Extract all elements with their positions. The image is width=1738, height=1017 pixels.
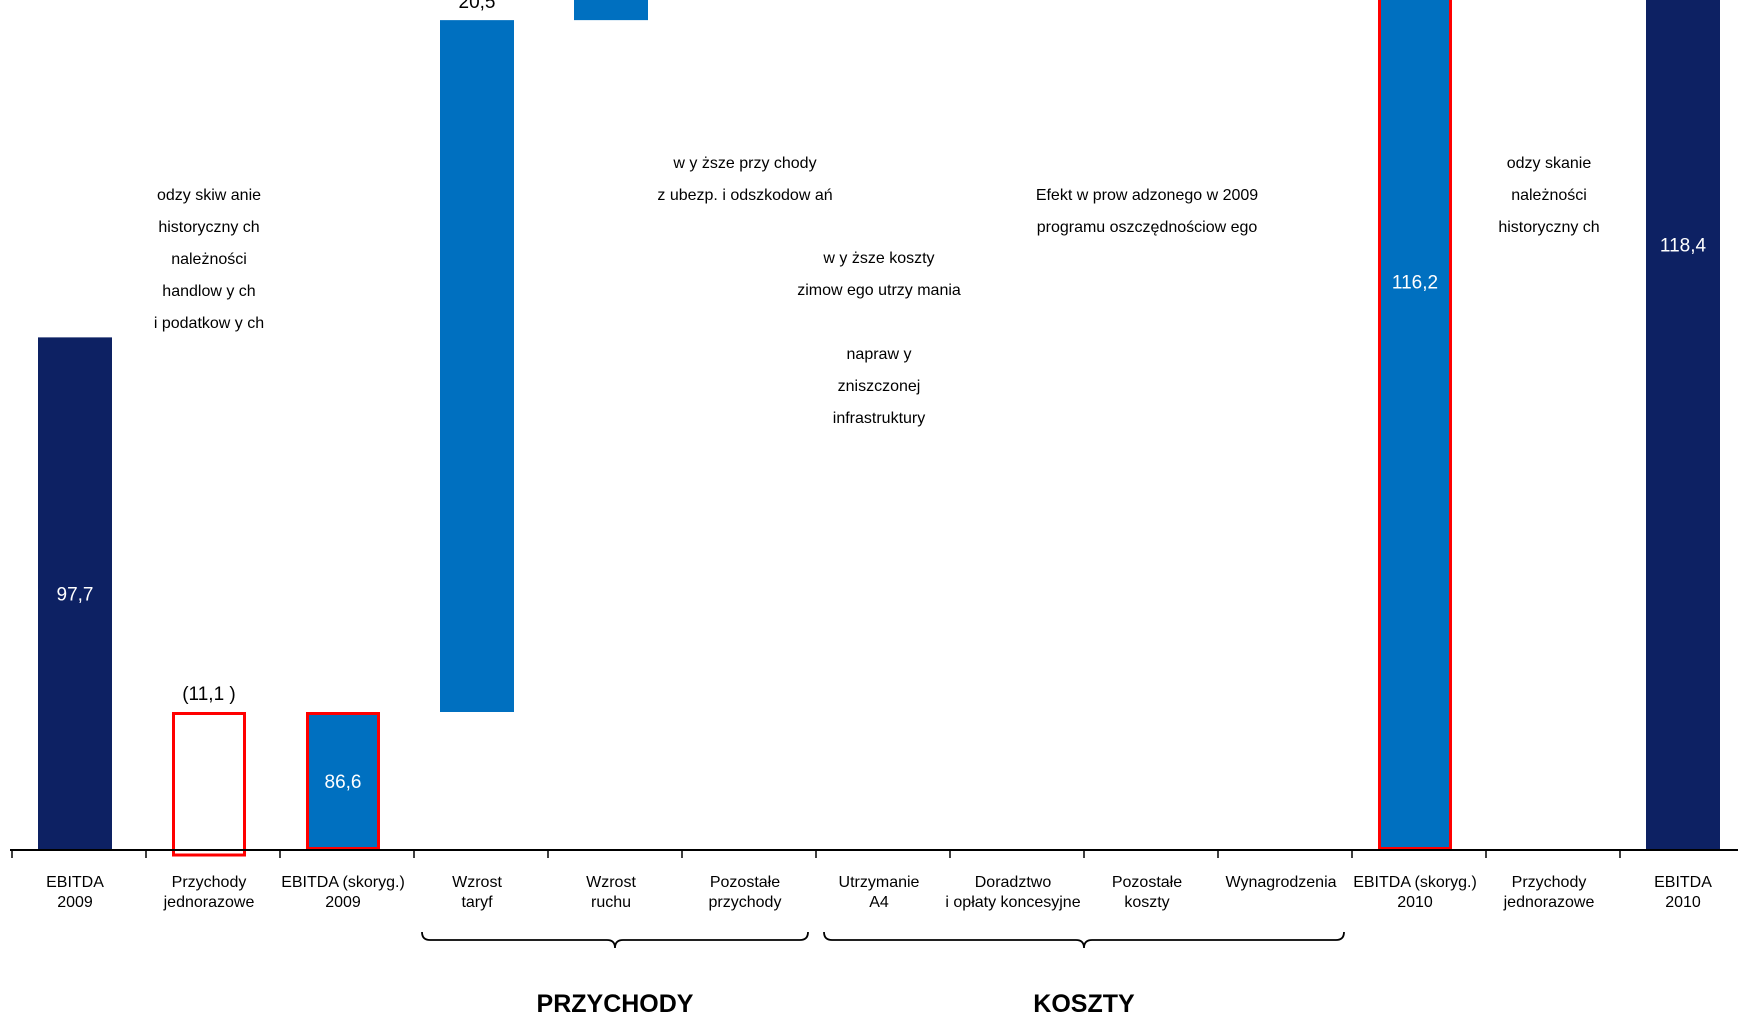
annotation-oneoff2010-0: odzy skanie — [1507, 155, 1592, 172]
bar-ebitda2009 — [38, 337, 112, 850]
category-label-adj2009-1: 2009 — [325, 894, 361, 911]
category-label-traffic-0: Wzrost — [586, 874, 636, 891]
category-label-oneoff2010-1: jednorazowe — [1503, 894, 1595, 911]
category-labels-layer: EBITDA 2009 Przychody jednorazowe EBITDA (sk… — [46, 874, 1712, 911]
category-label-a4-1: A4 — [869, 894, 889, 911]
annotation-a4-1: zimow ego utrzy mania — [797, 282, 961, 299]
annotation-a4-0: w y ższe koszty — [822, 250, 934, 267]
category-label-ebitda2009-1: 2009 — [57, 894, 93, 911]
bar-oneoff2009 — [172, 712, 246, 857]
value-label-adj2010: 116,2 — [1392, 273, 1438, 294]
annotation-oneoff2009-0: odzy skiw anie — [157, 187, 261, 204]
annotation-oneoff2010-1: należności — [1511, 187, 1587, 204]
category-label-ebitda2010-1: 2010 — [1665, 894, 1701, 911]
category-label-oneoff2010-0: Przychody — [1512, 874, 1587, 891]
annotation-othercost-0: Efekt w prow adzonego w 2009 — [1036, 187, 1258, 204]
category-label-a4-0: Utrzymanie — [839, 874, 920, 891]
group-label-1: KOSZTY — [1033, 990, 1135, 1017]
value-label-ebitda2009: 97,7 — [57, 585, 94, 606]
value-label-tariffs: 20,5 — [459, 0, 496, 13]
category-label-othercost-1: koszty — [1124, 894, 1169, 911]
group-label-0: PRZYCHODY — [537, 990, 694, 1017]
bar-ebitda2010 — [1646, 0, 1720, 850]
annotation-oneoff2009-4: i podatkow y ch — [154, 315, 264, 332]
bar-traffic — [574, 0, 648, 21]
annotation-otherrev-0: w y ższe przy chody — [672, 155, 816, 172]
category-label-traffic-1: ruchu — [591, 894, 631, 911]
annotation-othercost-1: programu oszczędnościow ego — [1037, 219, 1258, 236]
category-label-wages-0: Wynagrodzenia — [1225, 874, 1336, 891]
category-label-oneoff2009-1: jednorazowe — [163, 894, 255, 911]
x-axis — [10, 849, 1738, 858]
category-label-advisory-1: i opłaty koncesyjne — [945, 894, 1080, 911]
annotations-layer: odzy skiw anie historyczny ch należności ha… — [154, 155, 1600, 427]
annotation-a4-4: zniszczonej — [838, 378, 921, 395]
category-label-adj2010-1: 2010 — [1397, 894, 1433, 911]
category-label-othercost-0: Pozostałe — [1112, 874, 1182, 891]
category-label-tariffs-1: taryf — [461, 894, 493, 911]
value-label-adj2009: 86,6 — [325, 772, 362, 793]
annotation-oneoff2009-3: handlow y ch — [162, 283, 255, 300]
annotation-a4-5: infrastruktury — [833, 410, 925, 427]
annotation-oneoff2009-1: historyczny ch — [158, 219, 259, 236]
category-label-adj2009-0: EBITDA (skoryg.) — [281, 874, 405, 891]
group-bracket-1 — [823, 931, 1345, 949]
bar-adj2010 — [1378, 0, 1452, 850]
group-bracket-0 — [421, 931, 809, 949]
category-label-tariffs-0: Wzrost — [452, 874, 502, 891]
category-label-advisory-0: Doradztwo — [975, 874, 1052, 891]
bar-adj2009 — [306, 712, 380, 850]
category-label-adj2010-0: EBITDA (skoryg.) — [1353, 874, 1477, 891]
annotation-oneoff2009-2: należności — [171, 251, 247, 268]
bar-tariffs — [440, 20, 514, 712]
category-label-ebitda2010-0: EBITDA — [1654, 874, 1712, 891]
annotation-oneoff2010-2: historyczny ch — [1498, 219, 1599, 236]
group-brackets-layer: PRZYCHODY KOSZTY — [421, 931, 1345, 1017]
annotation-otherrev-1: z ubezp. i odszkodow ań — [657, 187, 832, 204]
bars-layer — [38, 0, 1720, 857]
value-labels-layer: 97,7(11,1 )86,620,56,42,0(1,7 )1,10,60,7… — [57, 0, 1707, 793]
category-label-oneoff2009-0: Przychody — [172, 874, 247, 891]
category-label-otherrev-1: przychody — [709, 894, 782, 911]
category-label-ebitda2009-0: EBITDA — [46, 874, 104, 891]
value-label-ebitda2010: 118,4 — [1660, 235, 1707, 256]
category-label-otherrev-0: Pozostałe — [710, 874, 780, 891]
annotation-a4-3: napraw y — [847, 346, 912, 363]
value-label-oneoff2009: (11,1 ) — [182, 684, 236, 705]
